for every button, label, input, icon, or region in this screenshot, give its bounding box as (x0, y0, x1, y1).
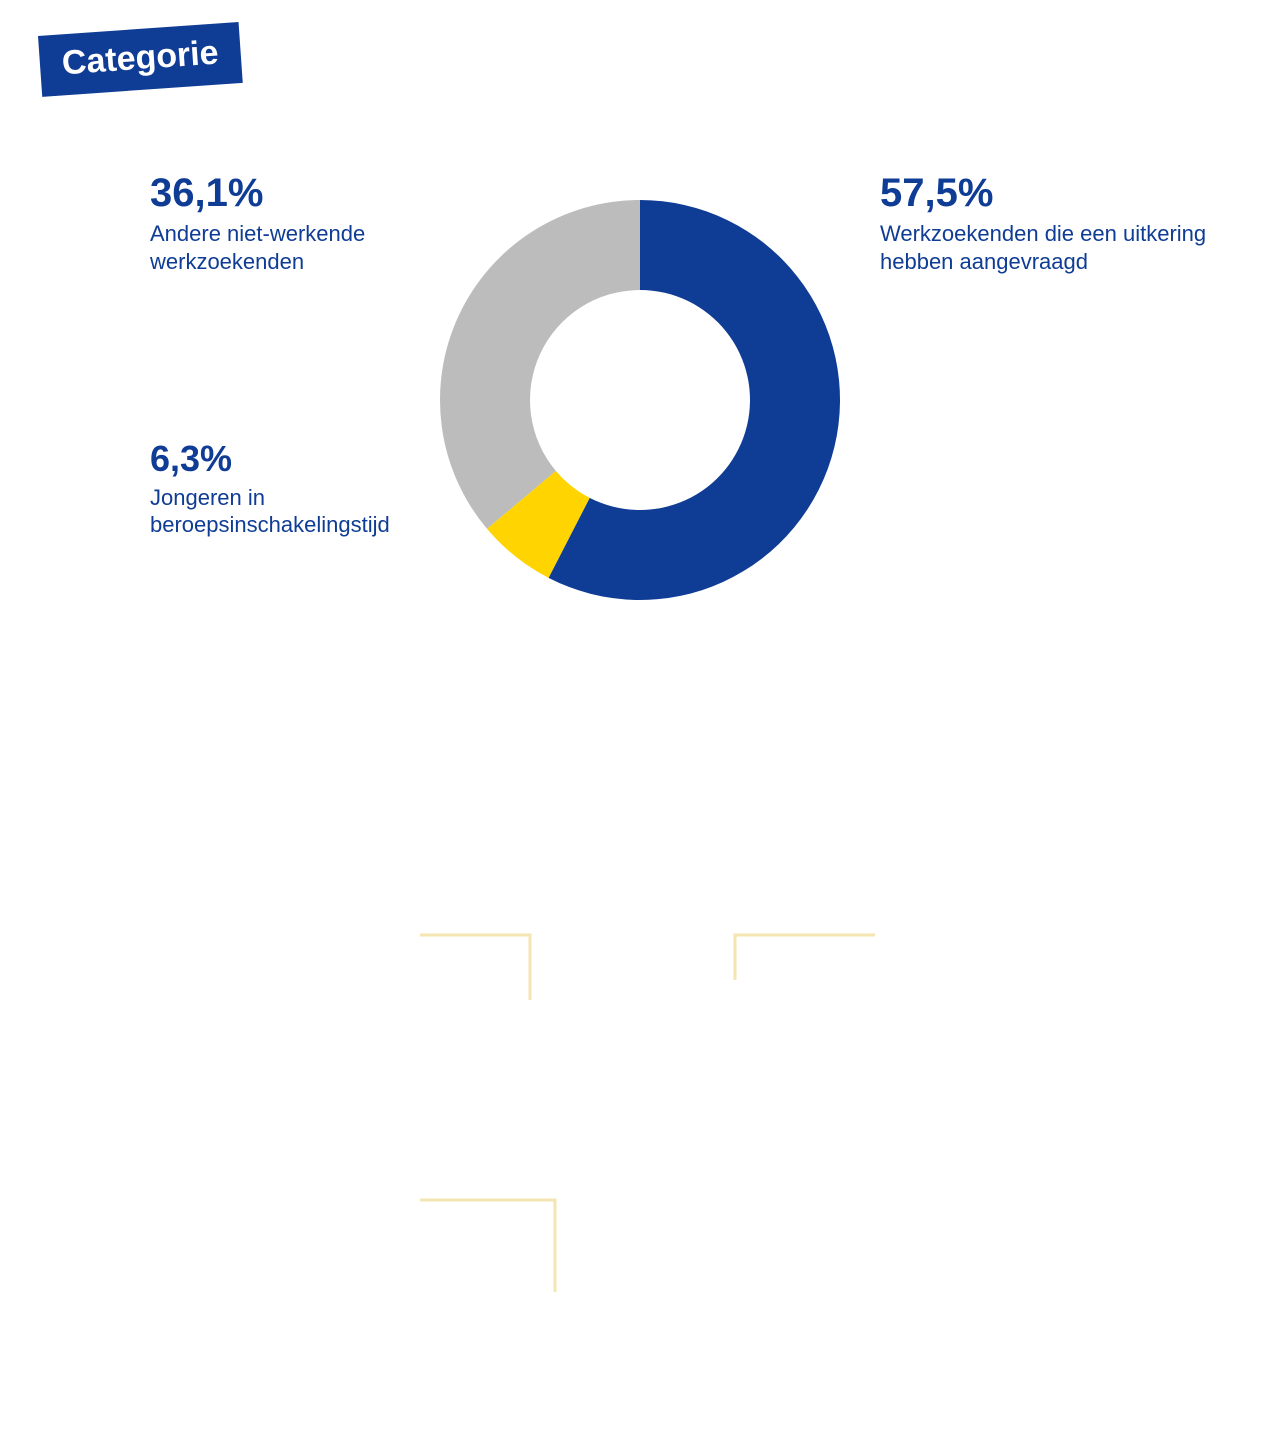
callout-desc: Werkzoekenden die een uitkering hebben a… (880, 220, 1220, 275)
leader-lines (0, 720, 1280, 1440)
leader-andere (420, 935, 530, 1000)
callout-pct: 6,3% (150, 440, 430, 478)
callout-pct: 36,1% (150, 172, 430, 214)
callout-jongeren: 6,3% Jongeren in beroepsinschakelingstij… (150, 440, 430, 539)
callout-uitkering: 57,5% Werkzoekenden die een uitkering he… (880, 172, 1220, 275)
donut-chart (0, 0, 1280, 720)
donut-slice-andere (440, 200, 640, 529)
callout-desc: Andere niet-werkende werkzoekenden (150, 220, 430, 275)
leader-uitkering (735, 935, 875, 980)
callout-andere: 36,1% Andere niet-werkende werkzoekenden (150, 172, 430, 275)
callout-pct: 57,5% (880, 172, 1220, 214)
leader-jongeren (420, 1200, 555, 1292)
callout-desc: Jongeren in beroepsinschakelingstijd (150, 484, 430, 539)
